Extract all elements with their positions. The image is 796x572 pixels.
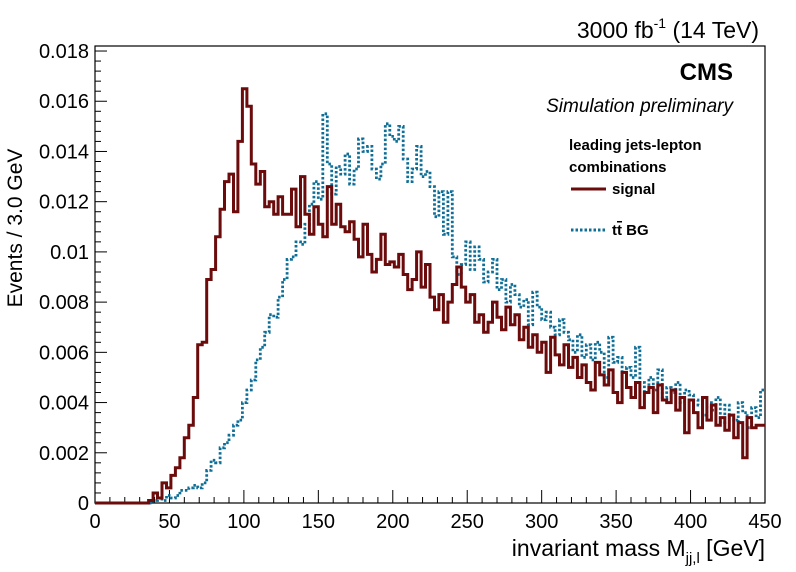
legend: leading jets-lepton combinations signal … <box>569 137 702 239</box>
legend-title-line-2: combinations <box>569 159 667 176</box>
x-tick-label: 50 <box>158 511 180 533</box>
experiment-label: CMS <box>680 59 733 86</box>
x-tick-label: 100 <box>227 511 260 533</box>
x-axis-label-subscript: jj,l <box>685 550 700 567</box>
y-tick-label: 0.008 <box>39 292 89 314</box>
y-tick-label: 0.002 <box>39 443 89 465</box>
y-tick-label: 0.012 <box>39 192 89 214</box>
x-axis-label: invariant mass Mjj,l [GeV] <box>512 535 765 567</box>
x-tick-label: 450 <box>748 511 781 533</box>
x-axis-label-unit: [GeV] <box>700 535 765 561</box>
ttbar-background-histogram <box>95 112 765 505</box>
y-tick-label: 0 <box>78 493 89 515</box>
y-tick-label: 0.006 <box>39 342 89 364</box>
y-tick-label: 0.016 <box>39 91 89 113</box>
legend-label-signal: signal <box>612 181 655 198</box>
y-tick-label: 0.014 <box>39 141 89 163</box>
lumi-superscript: -1 <box>654 15 667 31</box>
legend-label-bg: BG <box>622 222 649 239</box>
y-tick-label: 0.018 <box>39 41 89 63</box>
energy-text: (14 TeV) <box>666 17 759 43</box>
lumi-text: 3000 fb <box>577 17 654 43</box>
x-axis: 0 50 100 150 200 250 300 350 400 450 <box>89 490 782 533</box>
x-tick-label: 0 <box>89 511 100 533</box>
y-tick-label: 0.01 <box>50 242 89 264</box>
y-tick-label: 0.004 <box>39 393 89 415</box>
y-axis: 0 0.002 0.004 0.006 0.008 0.01 0.012 0.014 0.016… <box>39 41 107 515</box>
x-tick-label: 200 <box>376 511 409 533</box>
chart-subtitle: Simulation preliminary <box>546 96 734 117</box>
lumi-label: 3000 fb-1 (14 TeV) <box>577 15 759 43</box>
x-tick-label: 250 <box>451 511 484 533</box>
legend-label-t: t <box>612 222 617 239</box>
x-axis-label-main: invariant mass M <box>512 535 686 561</box>
plot-frame <box>94 45 766 504</box>
x-tick-label: 400 <box>674 511 707 533</box>
series-layer <box>95 87 765 505</box>
x-tick-label: 150 <box>302 511 335 533</box>
legend-label-ttbar: tt BG <box>612 222 649 239</box>
x-tick-label: 350 <box>599 511 632 533</box>
legend-title-line-1: leading jets-lepton <box>569 137 702 154</box>
signal-histogram <box>95 87 765 505</box>
x-tick-label: 300 <box>525 511 558 533</box>
legend-label-tbar: t <box>617 222 622 239</box>
y-axis-label: Events / 3.0 GeV <box>4 149 27 308</box>
